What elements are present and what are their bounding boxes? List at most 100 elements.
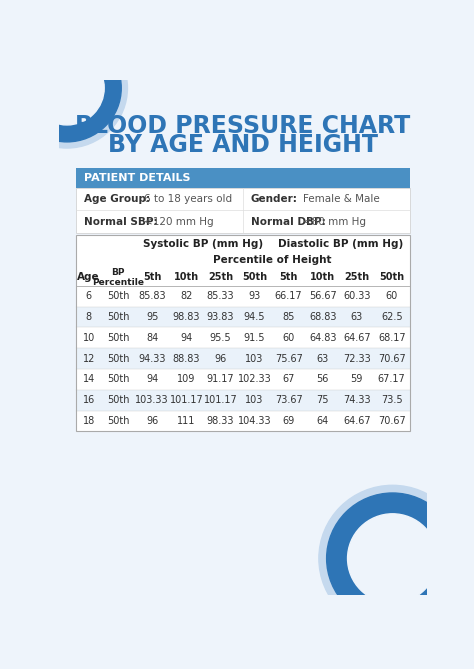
Text: 68.17: 68.17 [378,333,406,343]
Text: 93.83: 93.83 [207,312,234,322]
Text: 94: 94 [146,375,158,385]
Text: 69: 69 [283,416,295,426]
Text: 50th: 50th [107,312,129,322]
Text: <80 mm Hg: <80 mm Hg [303,217,366,227]
Text: 50th: 50th [242,272,267,282]
Text: 60.33: 60.33 [343,291,371,301]
Text: 101.17: 101.17 [203,395,237,405]
FancyBboxPatch shape [76,235,410,432]
Text: 66.17: 66.17 [275,291,302,301]
Text: 75: 75 [317,395,329,405]
Text: 74.33: 74.33 [343,395,371,405]
Text: 10th: 10th [310,272,335,282]
Text: 64: 64 [317,416,329,426]
Text: 95: 95 [146,312,158,322]
Text: 50th: 50th [107,354,129,364]
Text: 12: 12 [82,354,95,364]
Text: Percentile of Height: Percentile of Height [213,256,332,266]
Circle shape [13,34,121,142]
Text: Age: Age [77,272,100,282]
Text: 94.5: 94.5 [244,312,265,322]
Text: 63: 63 [351,312,363,322]
Text: 72.33: 72.33 [343,354,371,364]
Text: BP
Percentile: BP Percentile [92,268,144,287]
Text: PATIENT DETAILS: PATIENT DETAILS [84,173,191,183]
Text: 104.33: 104.33 [238,416,271,426]
Text: 50th: 50th [107,395,129,405]
Text: 10th: 10th [174,272,199,282]
Text: 70.67: 70.67 [378,416,406,426]
Circle shape [319,485,466,632]
Text: 94: 94 [180,333,192,343]
Text: 67.17: 67.17 [378,375,406,385]
Text: 73.67: 73.67 [275,395,302,405]
Text: 73.5: 73.5 [381,395,402,405]
Text: 84: 84 [146,333,158,343]
FancyBboxPatch shape [76,369,410,390]
Text: 98.83: 98.83 [173,312,200,322]
Text: 8: 8 [86,312,92,322]
FancyBboxPatch shape [76,411,410,432]
FancyBboxPatch shape [76,327,410,349]
Text: 50th: 50th [107,416,129,426]
Text: Normal SBP:: Normal SBP: [84,217,158,227]
Text: Gender:: Gender: [251,194,298,204]
Text: 25th: 25th [344,272,369,282]
Text: 60: 60 [386,291,398,301]
Text: 91.5: 91.5 [244,333,265,343]
Text: 25th: 25th [208,272,233,282]
Text: <120 mm Hg: <120 mm Hg [145,217,214,227]
Text: 82: 82 [180,291,192,301]
FancyBboxPatch shape [76,188,410,233]
Circle shape [347,514,438,603]
FancyBboxPatch shape [76,235,410,252]
Circle shape [7,28,128,148]
Text: 96: 96 [146,416,158,426]
Text: 95.5: 95.5 [210,333,231,343]
Text: 16: 16 [82,395,95,405]
Circle shape [327,493,458,624]
Text: 64.83: 64.83 [309,333,337,343]
Text: 63: 63 [317,354,329,364]
FancyBboxPatch shape [76,390,410,411]
Text: Normal DBP:: Normal DBP: [251,217,326,227]
Text: 103: 103 [246,395,264,405]
FancyBboxPatch shape [76,286,410,306]
Text: 64.67: 64.67 [343,416,371,426]
Text: 85.83: 85.83 [138,291,166,301]
Text: 91.17: 91.17 [207,375,234,385]
Text: 102.33: 102.33 [237,375,272,385]
Text: 109: 109 [177,375,196,385]
Text: 50th: 50th [107,375,129,385]
Text: 5th: 5th [280,272,298,282]
Text: 6: 6 [86,291,92,301]
Text: 50th: 50th [107,333,129,343]
Text: Female & Male: Female & Male [303,194,380,204]
Text: 56: 56 [317,375,329,385]
Text: 10: 10 [82,333,95,343]
Text: 59: 59 [351,375,363,385]
Text: 103: 103 [246,354,264,364]
Text: 93: 93 [248,291,261,301]
Text: 103.33: 103.33 [136,395,169,405]
Text: 85.33: 85.33 [207,291,234,301]
Text: 60: 60 [283,333,295,343]
Text: 67: 67 [283,375,295,385]
Text: 18: 18 [82,416,95,426]
Text: 111: 111 [177,416,196,426]
FancyBboxPatch shape [76,168,410,188]
Text: 62.5: 62.5 [381,312,402,322]
Text: 5th: 5th [143,272,162,282]
Circle shape [30,51,104,125]
FancyBboxPatch shape [76,349,410,369]
Text: 94.33: 94.33 [138,354,166,364]
Text: Age Group:: Age Group: [84,194,150,204]
Text: 14: 14 [82,375,95,385]
Text: 101.17: 101.17 [170,395,203,405]
Text: BY AGE AND HEIGHT: BY AGE AND HEIGHT [108,133,378,157]
Text: 70.67: 70.67 [378,354,406,364]
FancyBboxPatch shape [76,306,410,327]
FancyBboxPatch shape [76,269,410,286]
Text: 75.67: 75.67 [275,354,302,364]
Text: 85: 85 [283,312,295,322]
